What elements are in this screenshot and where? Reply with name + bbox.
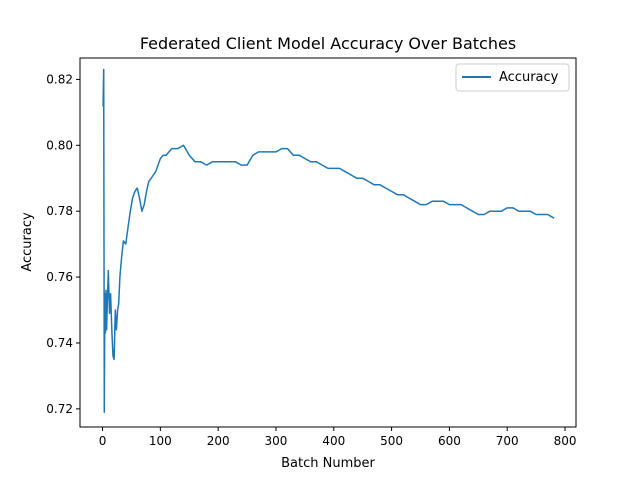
x-axis-ticks: 0 100 200 300 400 500 600 700 800: [99, 427, 577, 448]
y-tick-label: 0.74: [46, 336, 73, 350]
plot-series: [102, 68, 555, 413]
y-tick-label: 0.82: [46, 72, 73, 86]
x-tick-label: 800: [554, 434, 577, 448]
plot-area-frame: [79, 57, 577, 428]
y-tick-label: 0.72: [46, 402, 73, 416]
x-tick-label: 600: [438, 434, 461, 448]
y-tick-label: 0.80: [46, 138, 73, 152]
x-tick-label: 100: [149, 434, 172, 448]
legend-box: [455, 63, 570, 92]
accuracy-line: [102, 68, 555, 413]
x-tick-label: 400: [322, 434, 345, 448]
x-tick-label: 500: [380, 434, 403, 448]
y-tick-label: 0.76: [46, 270, 73, 284]
x-tick-label: 300: [265, 434, 288, 448]
y-axis-label: Accuracy: [20, 212, 35, 272]
x-tick-label: 700: [496, 434, 519, 448]
legend-label: Accuracy: [499, 70, 559, 85]
x-axis-label: Batch Number: [281, 456, 375, 471]
x-tick-label: 200: [207, 434, 230, 448]
y-tick-label: 0.78: [46, 204, 73, 218]
chart-title: Federated Client Model Accuracy Over Bat…: [140, 34, 516, 53]
y-axis-ticks: 0.72 0.74 0.76 0.78 0.80 0.82: [46, 72, 80, 416]
x-tick-label: 0: [99, 434, 107, 448]
legend: Accuracy: [455, 63, 570, 92]
